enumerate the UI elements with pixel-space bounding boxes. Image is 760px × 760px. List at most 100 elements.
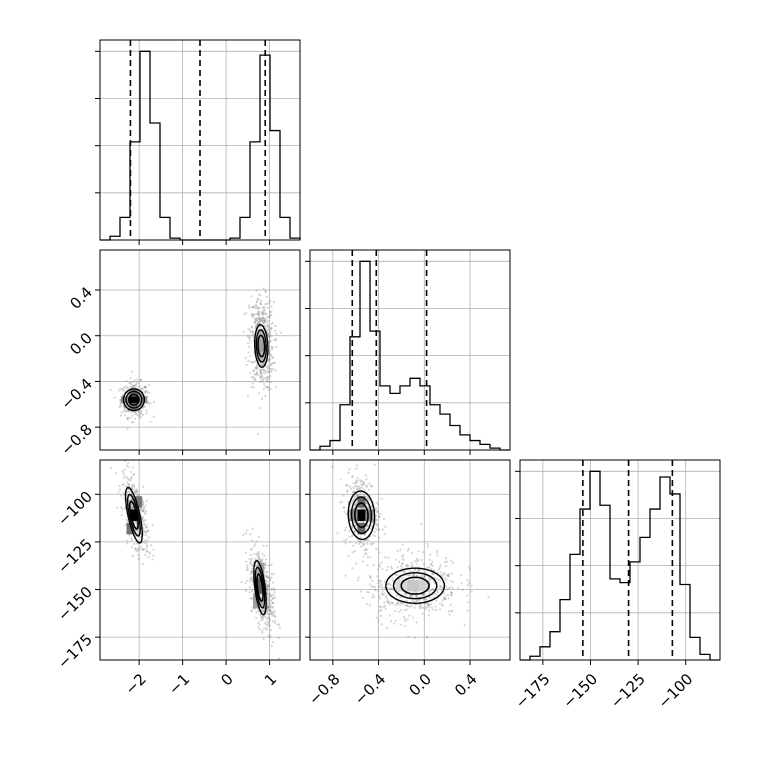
sample-point <box>269 612 272 616</box>
sample-point <box>261 319 264 322</box>
sample-point <box>141 503 145 506</box>
sample-point <box>248 557 251 560</box>
sample-point <box>135 378 138 381</box>
sample-point <box>450 610 454 613</box>
joint-panel-2: −0.8 −0.4 0.0 0.4 <box>305 459 511 709</box>
sample-point <box>438 566 441 569</box>
sample-point <box>365 553 368 556</box>
density-cell-3 <box>255 578 263 594</box>
density-cell-5 <box>407 580 419 592</box>
sample-point <box>450 609 453 612</box>
sample-point <box>375 519 378 522</box>
sample-point <box>254 326 257 330</box>
sample-point <box>389 587 392 590</box>
sample-point <box>274 615 277 618</box>
sample-point <box>366 538 369 541</box>
x-tick-label-0: −175 <box>512 670 554 712</box>
sample-point <box>362 481 365 484</box>
sample-point <box>418 598 422 601</box>
sample-point <box>272 301 276 304</box>
sample-point <box>265 612 268 615</box>
sample-point <box>345 538 348 541</box>
sample-point <box>133 491 137 494</box>
sample-point <box>378 551 381 554</box>
sample-point <box>250 570 253 573</box>
sample-point <box>402 571 406 574</box>
sample-point <box>457 587 460 590</box>
sample-point <box>273 361 276 364</box>
sample-point <box>249 371 252 374</box>
sample-point <box>444 598 447 601</box>
sample-point <box>405 608 408 611</box>
histogram-bin-7 <box>380 386 390 450</box>
panel-frame <box>99 39 301 241</box>
sample-point <box>259 376 263 379</box>
sample-point <box>375 528 378 532</box>
sample-point <box>122 472 125 475</box>
sample-point <box>365 548 368 552</box>
sample-point <box>269 578 272 581</box>
sample-point <box>264 558 268 561</box>
sample-point <box>447 574 450 578</box>
sample-point <box>266 599 270 603</box>
sample-point <box>129 385 132 388</box>
joint-content <box>110 460 281 660</box>
sample-point <box>259 369 262 373</box>
sample-point <box>260 379 263 382</box>
sample-point <box>146 529 149 533</box>
sample-point <box>250 567 253 570</box>
y-tick-label-0: −0.8 <box>58 420 96 458</box>
sample-point <box>409 594 412 597</box>
sample-point <box>136 491 139 494</box>
sample-point <box>430 602 433 605</box>
sample-point <box>260 603 263 606</box>
sample-point <box>444 597 447 601</box>
sample-point <box>379 579 382 583</box>
sample-point <box>146 539 149 542</box>
sample-point <box>269 604 272 607</box>
sample-point <box>270 326 273 330</box>
sample-point <box>135 530 139 533</box>
sample-point <box>252 315 255 319</box>
sample-point <box>415 562 418 565</box>
sample-point <box>255 540 258 543</box>
sample-point <box>385 626 389 630</box>
sample-point <box>139 507 142 511</box>
sample-point <box>430 562 433 566</box>
sample-point <box>262 380 265 384</box>
sample-point <box>264 563 267 566</box>
sample-point <box>143 530 146 533</box>
sample-point <box>431 560 434 563</box>
sample-point <box>438 602 442 605</box>
sample-point <box>266 585 269 589</box>
sample-point <box>260 371 263 374</box>
sample-point <box>267 329 271 332</box>
sample-point <box>377 528 381 531</box>
sample-point <box>384 608 387 611</box>
sample-point <box>124 414 127 417</box>
sample-point <box>142 510 145 513</box>
sample-point <box>267 358 270 361</box>
sample-point <box>354 495 357 498</box>
density-cell-6 <box>418 580 430 592</box>
sample-point <box>258 321 262 325</box>
sample-point <box>265 544 269 547</box>
sample-point <box>262 368 265 371</box>
sample-point <box>266 606 270 609</box>
sample-point <box>266 320 270 323</box>
sample-point <box>381 593 385 596</box>
sample-point <box>147 536 150 539</box>
sample-point <box>425 605 428 608</box>
sample-point <box>262 637 265 640</box>
sample-point <box>253 369 256 372</box>
sample-point <box>143 522 146 525</box>
sample-point <box>368 583 371 586</box>
sample-point <box>261 552 264 555</box>
sample-point <box>269 380 272 384</box>
sample-point <box>266 366 270 370</box>
sample-point <box>262 317 265 320</box>
sample-point <box>248 329 252 332</box>
density-cell-5 <box>257 340 265 352</box>
sample-point <box>355 562 358 565</box>
sample-point <box>260 592 263 596</box>
